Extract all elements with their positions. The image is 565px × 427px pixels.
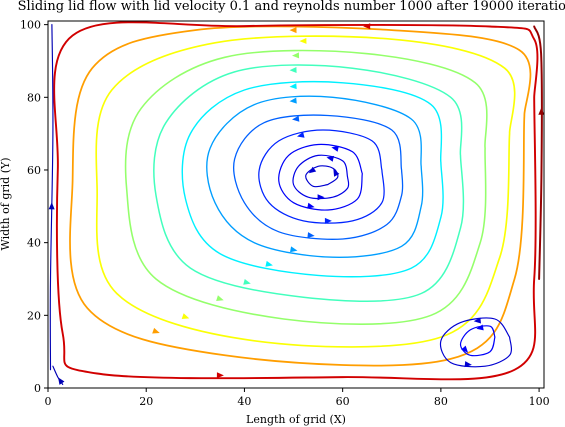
y-axis: 0 20 40 60 80 100 [20, 19, 48, 395]
streamline-10-arrow-2 [181, 313, 190, 319]
streamline-16-arrow-1 [48, 202, 55, 210]
streamline-10-arrow-1 [299, 37, 307, 44]
streamline-1-arrow-2 [308, 166, 317, 174]
x-tick-label-20: 20 [139, 395, 153, 408]
streamline-13-arrow-1 [538, 107, 544, 115]
streamline-17-arrow-1 [58, 377, 65, 385]
streamline-16 [49, 24, 54, 371]
y-tick-label-100: 100 [20, 19, 41, 32]
streamline-6 [206, 95, 424, 258]
y-tick-label-40: 40 [27, 237, 41, 250]
streamline-9 [124, 49, 488, 325]
streamline-4-arrow-1 [297, 131, 305, 138]
streamline-2-arrow-1 [326, 155, 334, 162]
streamline-15-arrow-1 [473, 317, 481, 324]
x-tick-label-0: 0 [45, 395, 52, 408]
streamline-7-arrow-1 [289, 83, 297, 90]
streamline-13 [533, 25, 543, 280]
x-tick-label-80: 80 [434, 395, 448, 408]
streamline-5 [233, 114, 404, 240]
streamline-9-arrow-2 [216, 295, 224, 301]
streamline-6-arrow-1 [289, 97, 297, 104]
x-axis: 0 20 40 60 80 100 [45, 388, 550, 408]
streamline-5-arrow-1 [292, 115, 300, 122]
streamline-15 [439, 317, 512, 368]
streamlines-layer [48, 21, 544, 385]
streamline-10 [95, 35, 516, 348]
streamline-5-arrow-2 [307, 232, 315, 239]
streamline-8-arrow-2 [243, 278, 251, 285]
streamline-3-arrow-2 [307, 202, 315, 209]
x-tick-label-40: 40 [237, 395, 251, 408]
streamline-12 [53, 21, 539, 381]
streamline-12-arrow-1 [363, 23, 371, 30]
streamline-14-arrow-2 [461, 345, 469, 353]
streamline-9-arrow-1 [292, 52, 300, 59]
streamline-1-arrow-1 [333, 169, 340, 177]
streamline-7-arrow-2 [265, 260, 273, 267]
plot-area [48, 21, 544, 385]
streamline-8-arrow-1 [289, 67, 297, 74]
x-axis-label: Length of grid (X) [246, 413, 346, 426]
streamline-15-arrow-2 [464, 361, 472, 368]
streamline-11-arrow-2 [152, 327, 160, 334]
y-tick-label-0: 0 [34, 382, 41, 395]
axes-frame [47, 20, 545, 389]
x-tick-label-100: 100 [529, 395, 550, 408]
streamline-3-arrow-1 [331, 145, 339, 152]
streamline-14-arrow-1 [476, 324, 484, 331]
x-tick-label-60: 60 [336, 395, 350, 408]
streamline-3 [278, 143, 363, 211]
streamline-11 [69, 25, 532, 367]
y-tick-label-20: 20 [27, 309, 41, 322]
streamline-2 [292, 154, 350, 200]
y-tick-label-60: 60 [27, 164, 41, 177]
streamline-11-arrow-1 [289, 27, 297, 34]
y-axis-label: Width of grid (Y) [0, 157, 12, 250]
y-tick-label-80: 80 [27, 91, 41, 104]
streamline-6-arrow-2 [290, 246, 298, 253]
streamline-7 [181, 80, 444, 278]
streamline-1 [305, 165, 339, 188]
streamline-8 [153, 64, 465, 302]
streamline-2-arrow-2 [317, 194, 325, 201]
chart-title: Sliding lid flow with lid velocity 0.1 a… [18, 0, 565, 14]
streamline-4 [258, 129, 385, 224]
streamline-4-arrow-2 [324, 217, 332, 224]
streamline-12-arrow-2 [216, 372, 224, 379]
streamline-14 [459, 325, 496, 357]
